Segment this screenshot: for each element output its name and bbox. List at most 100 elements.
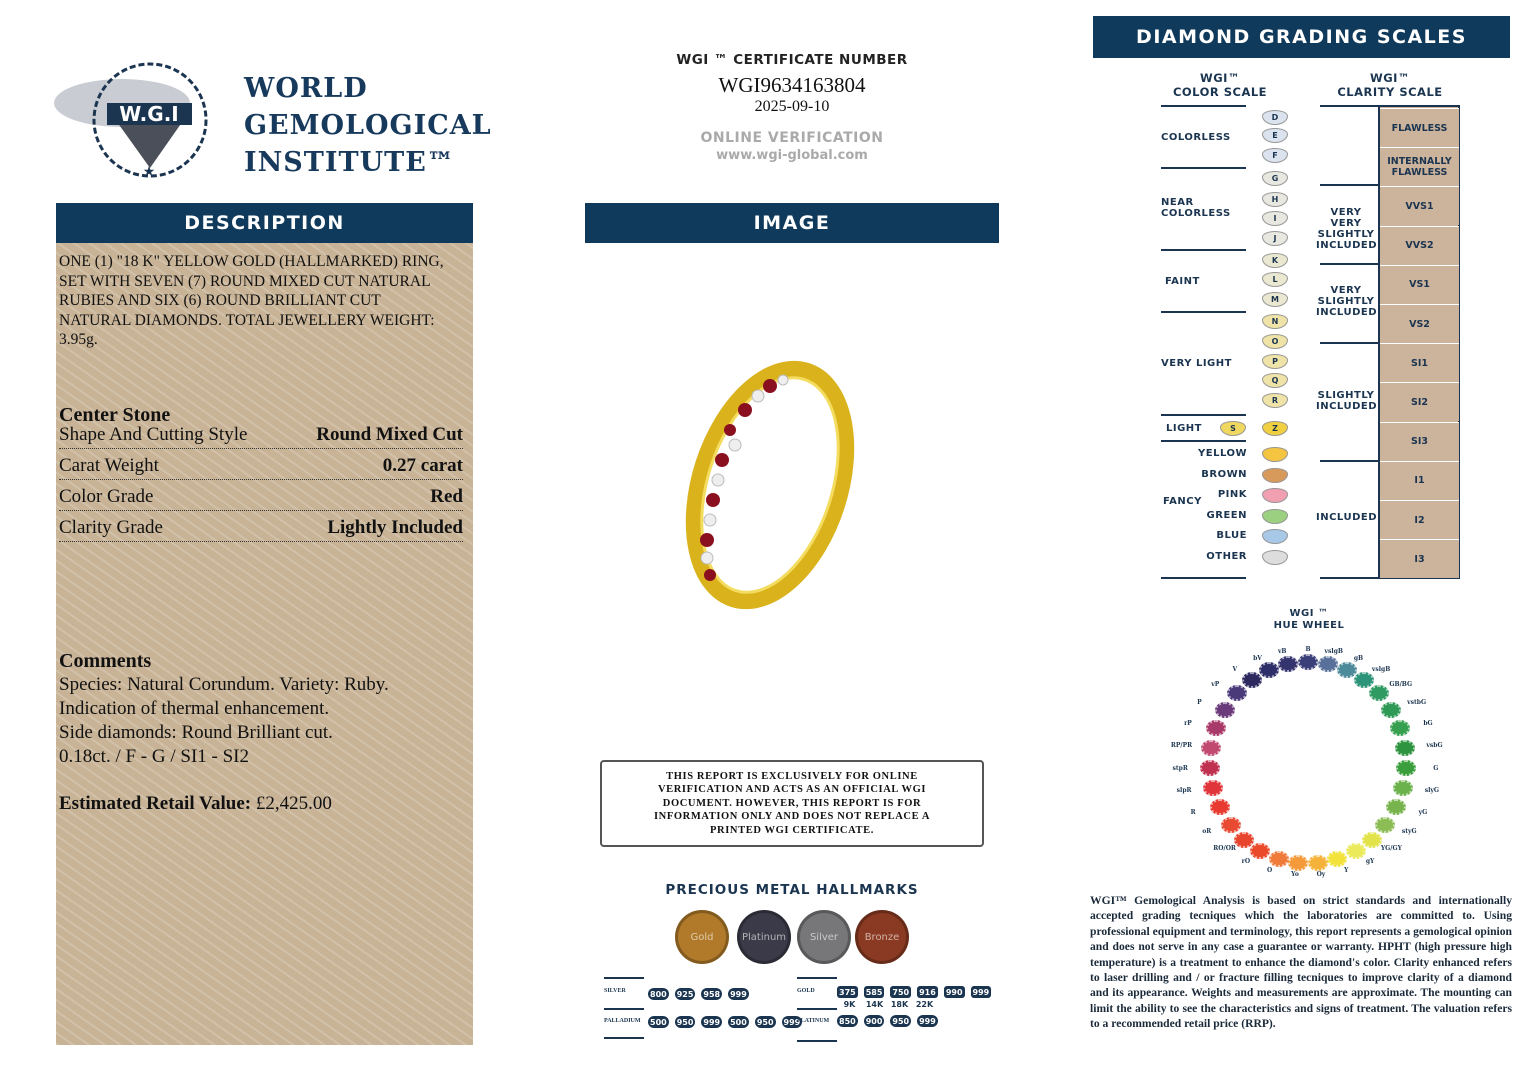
gold-hallmark: 990 — [943, 986, 965, 998]
hue-label: Y — [1344, 866, 1349, 874]
clarity-grade-cell: SI1 — [1380, 343, 1459, 383]
hue-label: slyG — [1424, 787, 1440, 795]
hue-gem-icon — [1369, 685, 1390, 702]
hue-gem-icon — [1361, 831, 1382, 848]
hue-gem-icon — [1259, 662, 1280, 679]
certificate-number: WGI9634163804 — [718, 73, 866, 97]
logo-wordmark: WORLD GEMOLOGICAL INSTITUTE™ — [244, 70, 492, 181]
silver-hallmark: 800 — [648, 988, 669, 1000]
fancy-color-label: OTHER — [1206, 551, 1247, 562]
title-line: HUE WHEEL — [1273, 620, 1345, 631]
divider — [797, 1008, 837, 1010]
logo-line: INSTITUTE™ — [244, 147, 455, 178]
wgi-logo: W.G.I ★ — [52, 58, 242, 183]
clarity-grade-label: VS1 — [1409, 279, 1430, 291]
group-fancy: FANCY — [1163, 496, 1202, 507]
description-panel: ONE (1) "18 K" YELLOW GOLD (HALLMARKED) … — [56, 243, 473, 1045]
hue-label: B — [1305, 646, 1311, 653]
comments-title: Comments — [59, 649, 152, 672]
grade-gem-icon: S — [1220, 421, 1246, 436]
platinum-label: PLATINUM — [797, 1018, 830, 1024]
detail-row: Color Grade Red — [59, 480, 463, 511]
retail-label: Estimated Retail Value: — [59, 792, 252, 814]
row-value: Lightly Included — [327, 516, 463, 538]
clarity-grade-label: INTERNALLY FLAWLESS — [1387, 156, 1452, 179]
title-line: CLARITY SCALE — [1337, 85, 1443, 99]
fancy-color-label: BROWN — [1201, 468, 1247, 480]
certificate-label: WGI ™ CERTIFICATE NUMBER — [676, 52, 908, 68]
group-faint: FAINT — [1165, 276, 1200, 287]
grade-gem-icon: H — [1262, 192, 1288, 207]
grade-gem-icon: E — [1262, 128, 1288, 143]
hue-gem-icon — [1336, 662, 1357, 679]
hue-label: Oy — [1316, 871, 1326, 879]
silver-medal-icon: Silver — [797, 910, 851, 964]
bronze-medal-icon: Bronze — [855, 910, 909, 964]
divider — [1320, 460, 1380, 462]
retail-value: Estimated Retail Value: £2,425.00 — [59, 793, 463, 815]
grade-gem-icon: I — [1262, 211, 1288, 226]
hue-gem-icon — [1317, 656, 1338, 673]
palladium-hallmark: 500 — [648, 1016, 669, 1028]
title-line: WGI™ — [1200, 71, 1240, 85]
detail-row: Carat Weight 0.27 carat — [59, 449, 463, 480]
fancy-color-label: BLUE — [1216, 530, 1247, 542]
grade-gem-icon: D — [1262, 110, 1288, 125]
hue-gem-icon — [1268, 851, 1289, 868]
gold-marks: 375 585 750 916 990 999 — [837, 986, 997, 998]
row-value: Red — [430, 485, 463, 507]
hue-label: GB/BG — [1389, 681, 1413, 689]
group-vs: VERY SLIGHTLY INCLUDED — [1316, 285, 1377, 318]
hue-gem-icon — [1201, 739, 1222, 756]
fancy-gem-icon — [1262, 488, 1288, 504]
clarity-grade-label: I2 — [1414, 514, 1425, 526]
verification-link[interactable]: www.wgi-global.com — [716, 148, 868, 163]
grade-gem-icon: F — [1262, 148, 1288, 163]
group-very-light: VERY LIGHT — [1161, 358, 1232, 369]
description-header: DESCRIPTION — [56, 203, 473, 243]
divider — [1320, 105, 1380, 107]
fancy-color-label: PINK — [1217, 489, 1247, 501]
fancy-gem-icon — [1262, 550, 1288, 565]
group-si: SLIGHTLY INCLUDED — [1316, 390, 1377, 412]
detail-row: Clarity Grade Lightly Included — [59, 511, 463, 542]
color-scale-title: WGI™ COLOR SCALE — [1160, 71, 1280, 99]
clarity-grade-cell: SI2 — [1380, 382, 1459, 422]
hue-label: gB — [1353, 655, 1364, 663]
divider — [1161, 577, 1246, 579]
hue-label: RO/OR — [1213, 844, 1236, 852]
clarity-grade-cell: VS1 — [1380, 264, 1459, 304]
hue-gem-icon — [1288, 855, 1309, 872]
hue-gem-icon — [1214, 701, 1235, 718]
gold-hallmark: 750 — [890, 986, 912, 998]
clarity-grade-label: I1 — [1414, 475, 1425, 487]
hue-label: bV — [1253, 655, 1262, 663]
gold-hallmark: 916 — [917, 986, 938, 998]
silver-hallmark: 958 — [701, 988, 723, 1000]
hue-label: gY — [1365, 857, 1375, 865]
platinum-medal-icon: Platinum — [737, 910, 791, 964]
clarity-grade-cell: I3 — [1380, 539, 1459, 579]
fancy-color-label: GREEN — [1206, 509, 1247, 521]
silver-label: SILVER — [604, 988, 626, 994]
silver-marks: 800 925 958 999 — [648, 988, 755, 1000]
gold-karat: 9K — [843, 1000, 856, 1009]
fancy-gem-icon — [1262, 508, 1288, 524]
silver-hallmark: 925 — [674, 988, 696, 1000]
grade-gem-icon: Z — [1262, 421, 1288, 436]
hue-label: RP/PR — [1170, 741, 1193, 749]
clarity-grade-cell: VS2 — [1380, 304, 1459, 343]
fancy-color-label: YELLOW — [1198, 448, 1247, 459]
row-value: 0.27 carat — [382, 454, 463, 476]
globe-seal-icon: W.G.I ★ — [54, 62, 208, 180]
hue-gem-icon — [1345, 843, 1366, 860]
palladium-label: PALLADIUM — [604, 1018, 641, 1024]
title-line: WGI™ — [1370, 71, 1410, 85]
hue-label: G — [1433, 764, 1439, 772]
logo-line: WORLD — [244, 73, 368, 104]
hue-gem-icon — [1353, 672, 1374, 689]
hue-gem-icon — [1307, 855, 1328, 872]
grade-gem-icon: N — [1262, 314, 1288, 329]
hue-label: yG — [1418, 808, 1428, 816]
divider — [604, 1037, 644, 1039]
